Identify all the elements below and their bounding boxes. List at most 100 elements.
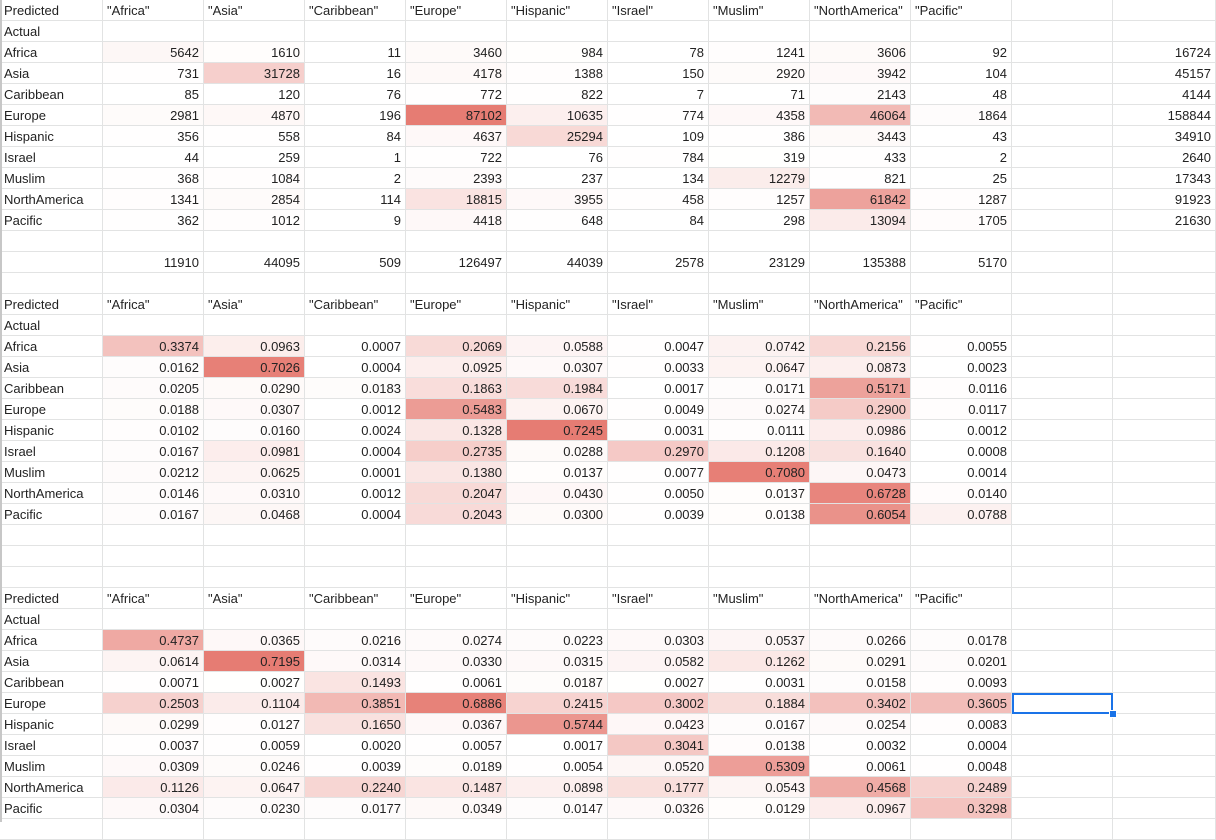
actual-row-label[interactable]: Caribbean xyxy=(0,672,103,693)
value-cell[interactable]: 0.0625 xyxy=(204,462,305,483)
value-cell[interactable]: 4637 xyxy=(406,126,507,147)
value-cell[interactable]: 0.7195 xyxy=(204,651,305,672)
actual-row-label[interactable]: Africa xyxy=(0,630,103,651)
sheet-cell[interactable] xyxy=(1012,420,1113,441)
value-cell[interactable]: 0.0012 xyxy=(305,399,406,420)
value-cell[interactable]: 0.0167 xyxy=(103,441,204,462)
value-cell[interactable]: 0.0925 xyxy=(406,357,507,378)
value-cell[interactable]: 319 xyxy=(709,147,810,168)
sheet-cell[interactable] xyxy=(1012,735,1113,756)
sheet-cell[interactable] xyxy=(1113,315,1216,336)
predicted-column-header[interactable]: "Pacific" xyxy=(911,0,1012,21)
value-cell[interactable]: 0.1380 xyxy=(406,462,507,483)
sheet-cell[interactable] xyxy=(1012,357,1113,378)
value-cell[interactable]: 0.2047 xyxy=(406,483,507,504)
value-cell[interactable]: 134 xyxy=(608,168,709,189)
sheet-cell[interactable] xyxy=(507,273,608,294)
sheet-cell[interactable] xyxy=(103,525,204,546)
actual-header[interactable]: Actual xyxy=(0,21,103,42)
sheet-cell[interactable] xyxy=(1012,588,1113,609)
sheet-cell[interactable] xyxy=(1012,0,1113,21)
row-total-cell[interactable]: 17343 xyxy=(1113,168,1216,189)
value-cell[interactable]: 0.0223 xyxy=(507,630,608,651)
value-cell[interactable]: 0.0055 xyxy=(911,336,1012,357)
value-cell[interactable]: 3460 xyxy=(406,42,507,63)
value-cell[interactable]: 0.0017 xyxy=(608,378,709,399)
sheet-cell[interactable] xyxy=(911,819,1012,840)
predicted-column-header[interactable]: "Caribbean" xyxy=(305,294,406,315)
value-cell[interactable]: 0.1487 xyxy=(406,777,507,798)
sheet-cell[interactable] xyxy=(1012,567,1113,588)
value-cell[interactable]: 5642 xyxy=(103,42,204,63)
sheet-cell[interactable] xyxy=(103,546,204,567)
sheet-cell[interactable] xyxy=(507,525,608,546)
sheet-cell[interactable] xyxy=(911,567,1012,588)
value-cell[interactable]: 2 xyxy=(911,147,1012,168)
row-total-cell[interactable]: 2640 xyxy=(1113,147,1216,168)
value-cell[interactable]: 0.7080 xyxy=(709,462,810,483)
sheet-cell[interactable] xyxy=(709,609,810,630)
sheet-cell[interactable] xyxy=(1113,21,1216,42)
value-cell[interactable]: 61842 xyxy=(810,189,911,210)
predicted-column-header[interactable]: "Africa" xyxy=(103,0,204,21)
value-cell[interactable]: 0.5171 xyxy=(810,378,911,399)
actual-row-label[interactable]: Pacific xyxy=(0,504,103,525)
value-cell[interactable]: 386 xyxy=(709,126,810,147)
value-cell[interactable]: 1012 xyxy=(204,210,305,231)
sheet-cell[interactable] xyxy=(0,546,103,567)
sheet-cell[interactable] xyxy=(810,609,911,630)
sheet-cell[interactable] xyxy=(1113,357,1216,378)
value-cell[interactable]: 0.0111 xyxy=(709,420,810,441)
sheet-cell[interactable] xyxy=(608,546,709,567)
predicted-column-header[interactable]: "Europe" xyxy=(406,294,507,315)
value-cell[interactable]: 1388 xyxy=(507,63,608,84)
value-cell[interactable]: 0.0304 xyxy=(103,798,204,819)
value-cell[interactable]: 0.0288 xyxy=(507,441,608,462)
value-cell[interactable]: 25294 xyxy=(507,126,608,147)
value-cell[interactable]: 368 xyxy=(103,168,204,189)
value-cell[interactable]: 0.1884 xyxy=(709,693,810,714)
predicted-column-header[interactable]: "Africa" xyxy=(103,588,204,609)
value-cell[interactable]: 0.0024 xyxy=(305,420,406,441)
sheet-cell[interactable] xyxy=(1113,735,1216,756)
value-cell[interactable]: 0.0117 xyxy=(911,399,1012,420)
value-cell[interactable]: 0.6728 xyxy=(810,483,911,504)
sheet-cell[interactable] xyxy=(1012,651,1113,672)
value-cell[interactable]: 0.0291 xyxy=(810,651,911,672)
value-cell[interactable]: 0.0032 xyxy=(810,735,911,756)
value-cell[interactable]: 0.1126 xyxy=(103,777,204,798)
value-cell[interactable]: 0.1328 xyxy=(406,420,507,441)
value-cell[interactable]: 0.0201 xyxy=(911,651,1012,672)
value-cell[interactable]: 46064 xyxy=(810,105,911,126)
actual-row-label[interactable]: Africa xyxy=(0,336,103,357)
value-cell[interactable]: 0.6886 xyxy=(406,693,507,714)
value-cell[interactable]: 0.0054 xyxy=(507,756,608,777)
value-cell[interactable]: 85 xyxy=(103,84,204,105)
value-cell[interactable]: 0.0004 xyxy=(305,357,406,378)
predicted-column-header[interactable]: "Africa" xyxy=(103,294,204,315)
sheet-cell[interactable] xyxy=(305,273,406,294)
value-cell[interactable]: 298 xyxy=(709,210,810,231)
value-cell[interactable]: 0.0468 xyxy=(204,504,305,525)
sheet-cell[interactable] xyxy=(1012,294,1113,315)
value-cell[interactable]: 0.0047 xyxy=(608,336,709,357)
value-cell[interactable]: 4178 xyxy=(406,63,507,84)
sheet-cell[interactable] xyxy=(810,21,911,42)
value-cell[interactable]: 0.3402 xyxy=(810,693,911,714)
value-cell[interactable]: 0.0266 xyxy=(810,630,911,651)
sheet-cell[interactable] xyxy=(1012,105,1113,126)
sheet-cell[interactable] xyxy=(1012,231,1113,252)
value-cell[interactable]: 150 xyxy=(608,63,709,84)
sheet-cell[interactable] xyxy=(709,21,810,42)
predicted-column-header[interactable]: "Israel" xyxy=(608,0,709,21)
value-cell[interactable]: 2854 xyxy=(204,189,305,210)
sheet-cell[interactable] xyxy=(1012,777,1113,798)
sheet-cell[interactable] xyxy=(1012,504,1113,525)
value-cell[interactable]: 12279 xyxy=(709,168,810,189)
sheet-cell[interactable] xyxy=(1113,0,1216,21)
value-cell[interactable]: 0.0160 xyxy=(204,420,305,441)
row-total-cell[interactable]: 21630 xyxy=(1113,210,1216,231)
actual-row-label[interactable]: NorthAmerica xyxy=(0,777,103,798)
value-cell[interactable]: 4358 xyxy=(709,105,810,126)
value-cell[interactable]: 458 xyxy=(608,189,709,210)
